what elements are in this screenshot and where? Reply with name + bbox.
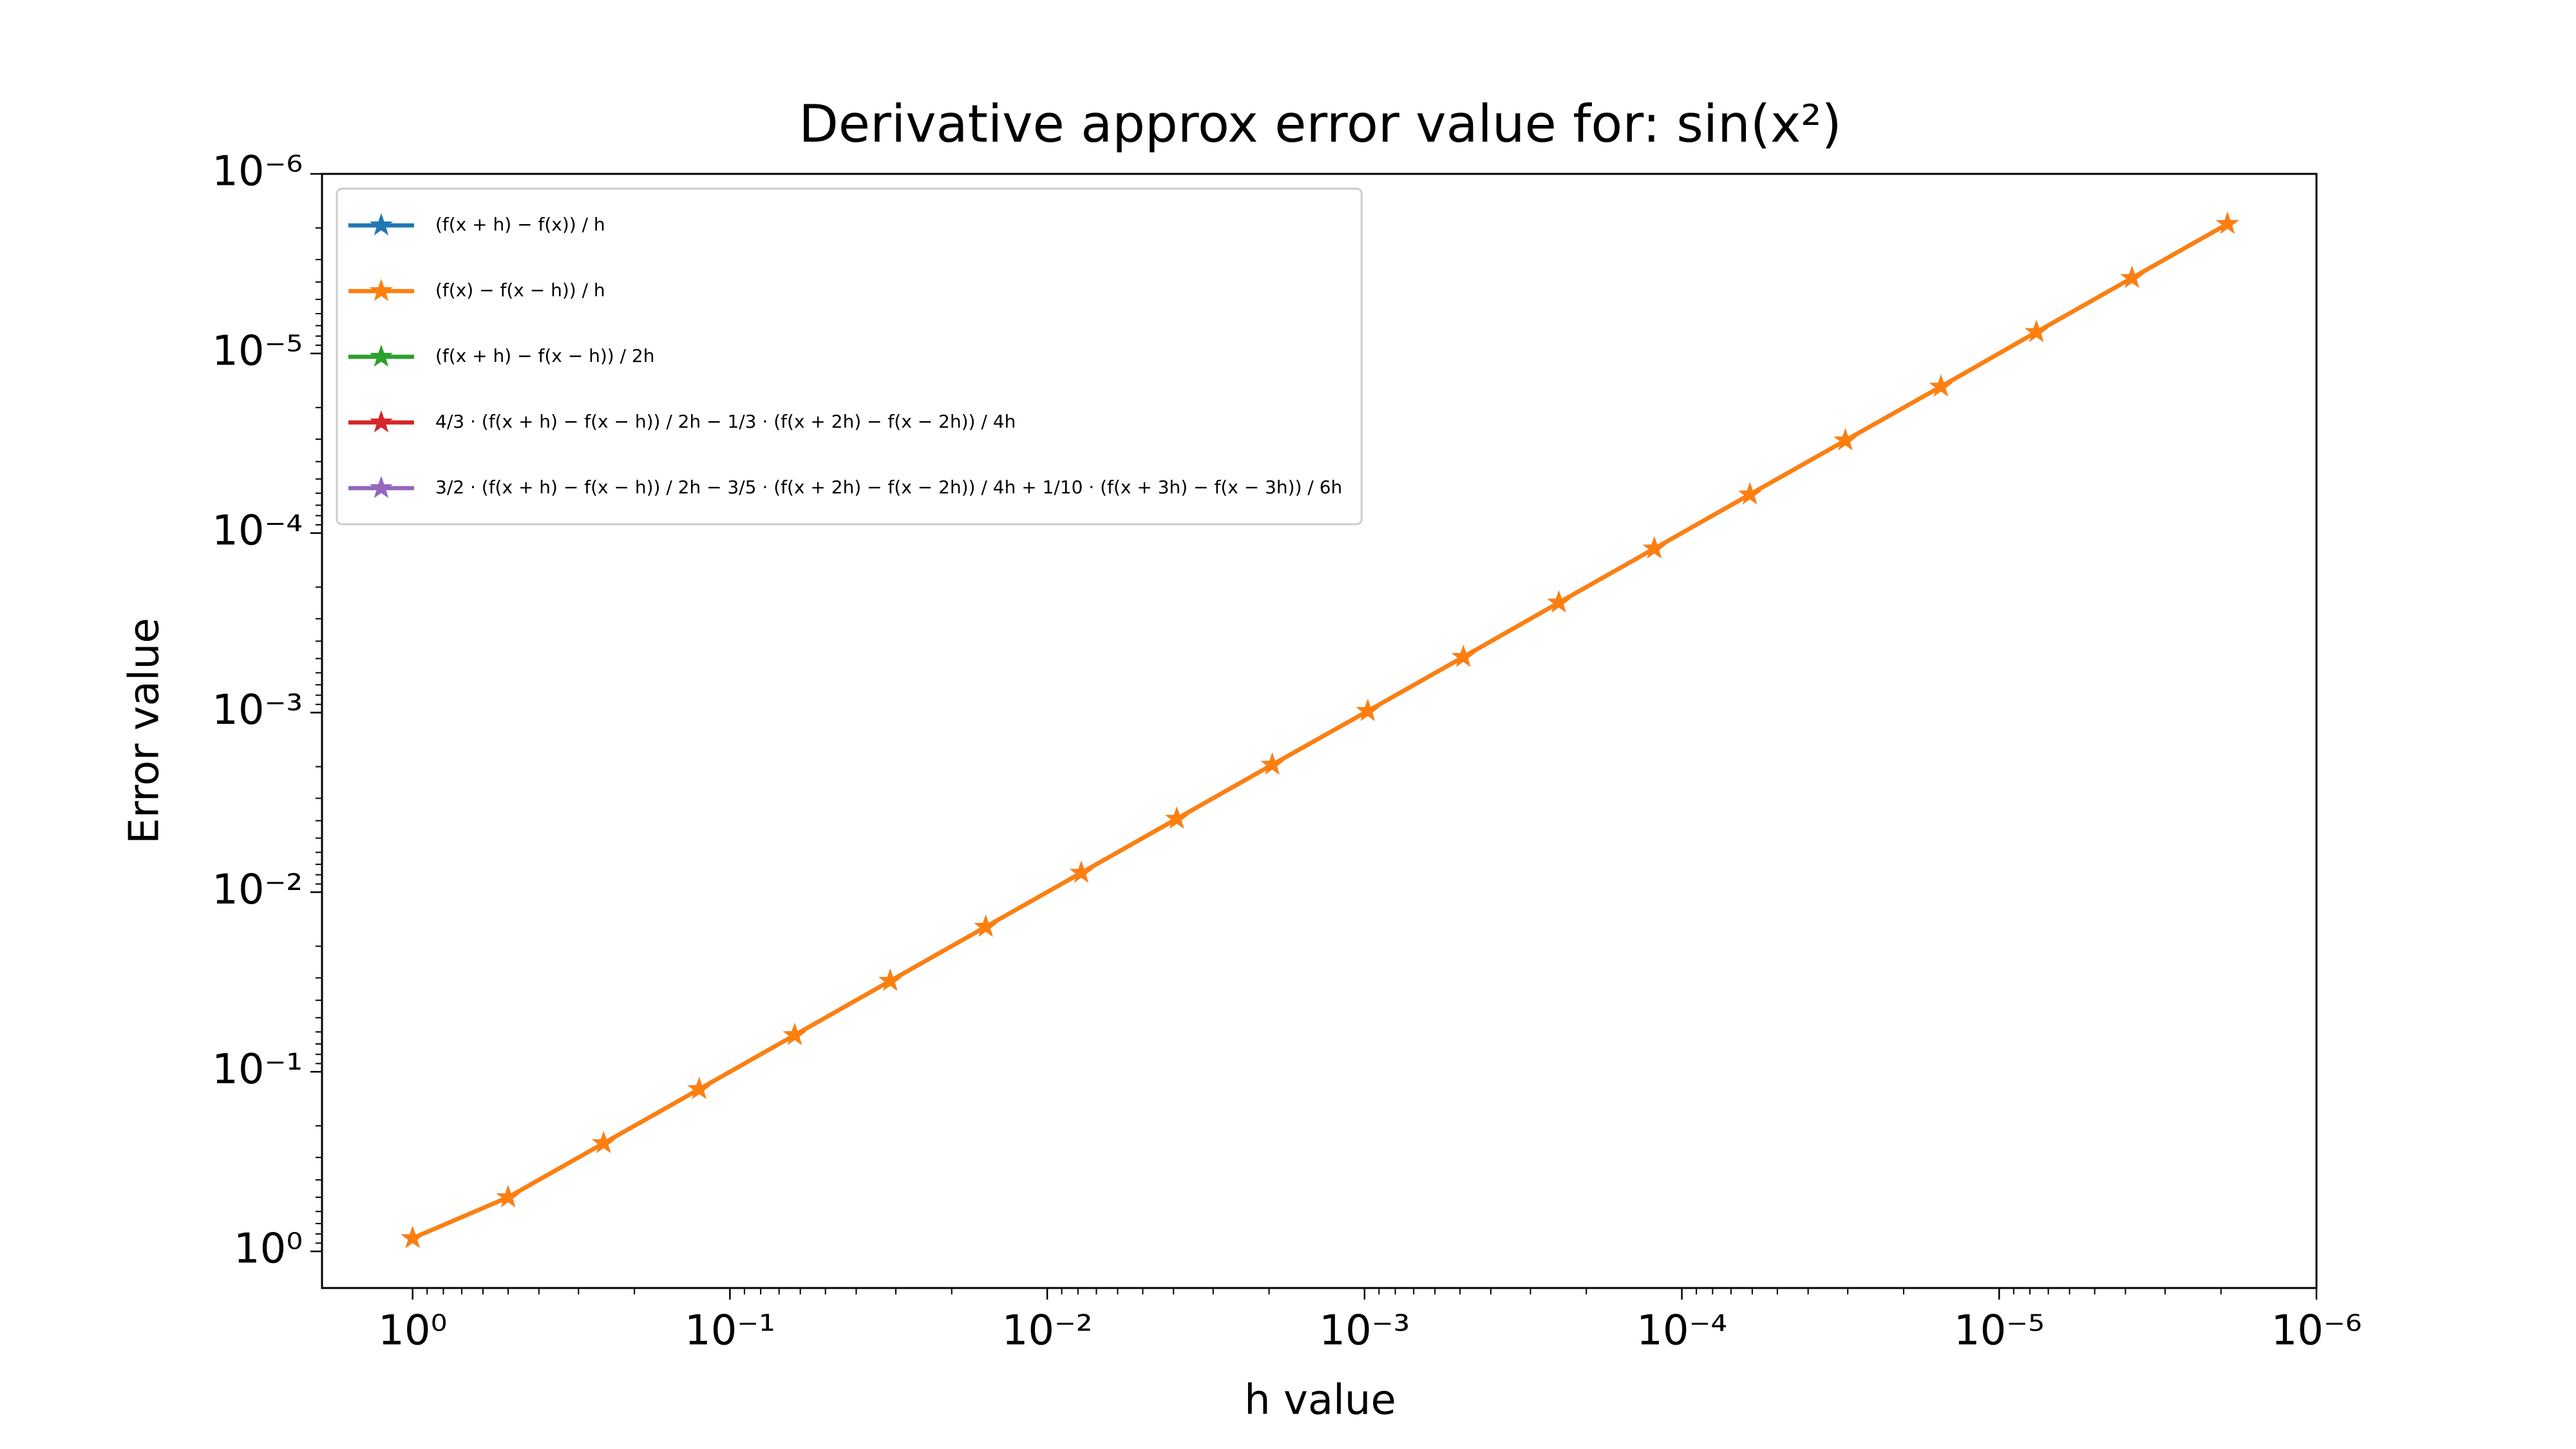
legend-marker: [369, 278, 393, 301]
point-marker: [1642, 536, 1666, 559]
point-marker: [1165, 806, 1189, 829]
x-tick-label: 10⁻³: [1319, 1307, 1410, 1355]
series-line: [412, 222, 2229, 1240]
point-marker: [878, 969, 902, 991]
legend-box: [336, 187, 1363, 526]
point-marker: [1356, 699, 1379, 721]
point-marker: [2215, 211, 2239, 234]
point-marker: [592, 1131, 616, 1153]
y-tick-label: 10⁰: [234, 1226, 303, 1273]
legend-label: (f(x + h) − f(x − h)) / 2h: [435, 345, 654, 366]
legend-marker: [369, 410, 393, 433]
y-axis-label: Error value: [121, 618, 169, 844]
legend-label: (f(x + h) − f(x)) / h: [435, 214, 605, 235]
legend-label: (f(x) − f(x − h)) / h: [435, 279, 605, 301]
legend-marker: [369, 475, 393, 498]
x-tick-label: 10⁰: [378, 1307, 447, 1355]
point-marker: [1929, 374, 1953, 397]
legend: (f(x + h) − f(x)) / h (f(x) − f(x − h)) /…: [336, 187, 1363, 526]
x-tick-label: 10⁻²: [1002, 1307, 1093, 1355]
point-marker: [1547, 590, 1571, 613]
y-tick-label: 10⁻²: [212, 866, 303, 914]
y-tick-label: 10⁻¹: [212, 1046, 303, 1094]
legend-marker: [369, 344, 393, 367]
plot-frame: [321, 173, 2318, 1289]
x-tick-label: 10⁻¹: [685, 1307, 775, 1355]
point-marker: [782, 1023, 807, 1045]
point-marker: [974, 914, 998, 937]
point-marker: [401, 1226, 424, 1249]
x-tick-label: 10⁻⁵: [1954, 1307, 2045, 1355]
point-marker: [1738, 482, 1762, 505]
y-tick-label: 10⁻³: [212, 687, 303, 734]
point-marker: [1069, 860, 1094, 883]
point-marker: [1452, 645, 1475, 667]
x-tick-label: 10⁻⁴: [1636, 1307, 1727, 1355]
y-tick-label: 10⁻⁶: [212, 148, 303, 196]
point-marker: [687, 1077, 711, 1099]
legend-label: 3/2 · (f(x + h) − f(x − h)) / 2h − 3/5 ·…: [435, 477, 1342, 498]
x-tick-label: 10⁻⁶: [2271, 1307, 2362, 1355]
point-marker: [1260, 752, 1284, 775]
x-axis-label: h value: [1244, 1377, 1396, 1425]
point-marker: [2025, 319, 2049, 343]
y-tick-label: 10⁻⁴: [212, 507, 303, 554]
point-marker: [1833, 428, 1857, 451]
point-marker: [496, 1185, 520, 1208]
chart-title: Derivative approx error value for: sin(x…: [799, 94, 1841, 154]
legend-marker: [369, 213, 393, 236]
point-marker: [2120, 265, 2144, 289]
y-tick-label: 10⁻⁵: [212, 327, 303, 375]
legend-label: 4/3 · (f(x + h) − f(x − h)) / 2h − 1/3 ·…: [435, 411, 1016, 432]
